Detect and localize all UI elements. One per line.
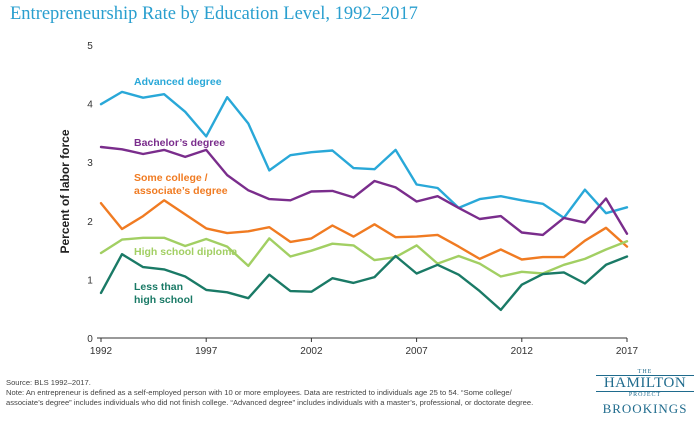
y-tick-label-3: 3 [87,158,93,169]
series-label-4-line-0: Less than [134,281,183,293]
series-line-1 [99,145,629,237]
y-tick-label-2: 2 [87,217,93,228]
series-line-2 [99,199,629,261]
x-tick-label-1: 1997 [195,346,218,357]
y-tick-label-5: 5 [87,41,93,52]
line-chart: Percent of labor force 0 1 2 3 4 5 1992 1997 2002… [58,41,639,357]
logo-project-text: PROJECT [628,392,662,398]
logo-hamilton-text: HAMILTON [596,375,694,392]
x-tick-label-4: 2012 [511,346,534,357]
series-label-0-line-0: Advanced degree [134,76,222,88]
x-tick-label-3: 2007 [405,346,428,357]
x-tick-label-2: 2002 [300,346,323,357]
series-label-4-line-1: high school [134,294,193,306]
series-label-2-line-1: associate’s degree [134,185,228,197]
source-note: Source: BLS 1992–2017. [6,378,91,387]
chart-title: Entrepreneurship Rate by Education Level… [10,4,418,24]
footnote: Note: An entrepreneur is defined as a se… [6,388,534,407]
y-tick-label-1: 1 [87,275,93,286]
series-label-2-line-0: Some college / [134,172,208,184]
hamilton-brookings-logo: THE HAMILTON PROJECT BROOKINGS [596,369,694,417]
logo-the-text: THE [637,369,653,375]
series-line-0 [99,90,629,220]
series-line-4 [99,252,629,312]
logo-brookings-text: BROOKINGS [602,401,688,416]
series-label-3-line-0: High school diploma [134,246,237,258]
y-axis-title: Percent of labor force [58,129,72,253]
y-tick-label-4: 4 [87,100,93,111]
series-label-1-line-0: Bachelor’s degree [134,137,225,149]
y-tick-label-0: 0 [87,334,93,345]
x-tick-label-0: 1992 [90,346,113,357]
x-tick-label-5: 2017 [616,346,639,357]
series-line-3 [99,236,629,278]
